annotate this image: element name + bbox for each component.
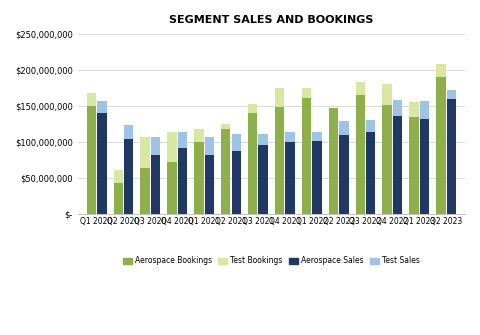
Bar [447,90,456,99]
Bar [221,124,230,129]
Bar [86,106,96,214]
Bar [393,116,402,214]
Bar [339,135,348,214]
Bar [204,155,214,214]
Title: SEGMENT SALES AND BOOKINGS: SEGMENT SALES AND BOOKINGS [169,15,373,25]
Bar [178,132,187,148]
Bar [356,95,365,214]
Bar [302,88,311,98]
Bar [447,99,456,214]
Bar [97,114,107,214]
Bar [409,117,419,214]
Bar [258,145,268,214]
Bar [168,162,177,214]
Bar [231,151,241,214]
Legend: Aerospace Bookings, Test Bookings, Aerospace Sales, Test Sales: Aerospace Bookings, Test Bookings, Aeros… [120,253,423,268]
Bar [366,120,375,132]
Bar [151,155,160,214]
Bar [231,134,241,151]
Bar [194,142,204,214]
Bar [151,137,160,155]
Bar [436,77,445,214]
Bar [312,132,322,141]
Bar [124,125,133,139]
Bar [366,132,375,214]
Bar [383,84,392,105]
Bar [124,139,133,214]
Bar [248,104,257,113]
Bar [329,108,338,214]
Bar [302,98,311,214]
Bar [221,129,230,214]
Bar [258,134,268,145]
Bar [285,132,295,142]
Bar [275,107,284,214]
Bar [97,101,107,114]
Bar [285,142,295,214]
Bar [204,137,214,155]
Bar [312,141,322,214]
Bar [140,168,150,214]
Bar [393,100,402,116]
Bar [420,119,429,214]
Bar [409,102,419,117]
Bar [248,113,257,214]
Bar [383,105,392,214]
Bar [113,171,123,184]
Bar [420,101,429,119]
Bar [356,82,365,95]
Bar [178,148,187,214]
Bar [436,64,445,77]
Bar [113,184,123,214]
Bar [194,129,204,142]
Bar [168,132,177,162]
Bar [275,88,284,107]
Bar [339,121,348,135]
Bar [86,93,96,106]
Bar [140,137,150,168]
